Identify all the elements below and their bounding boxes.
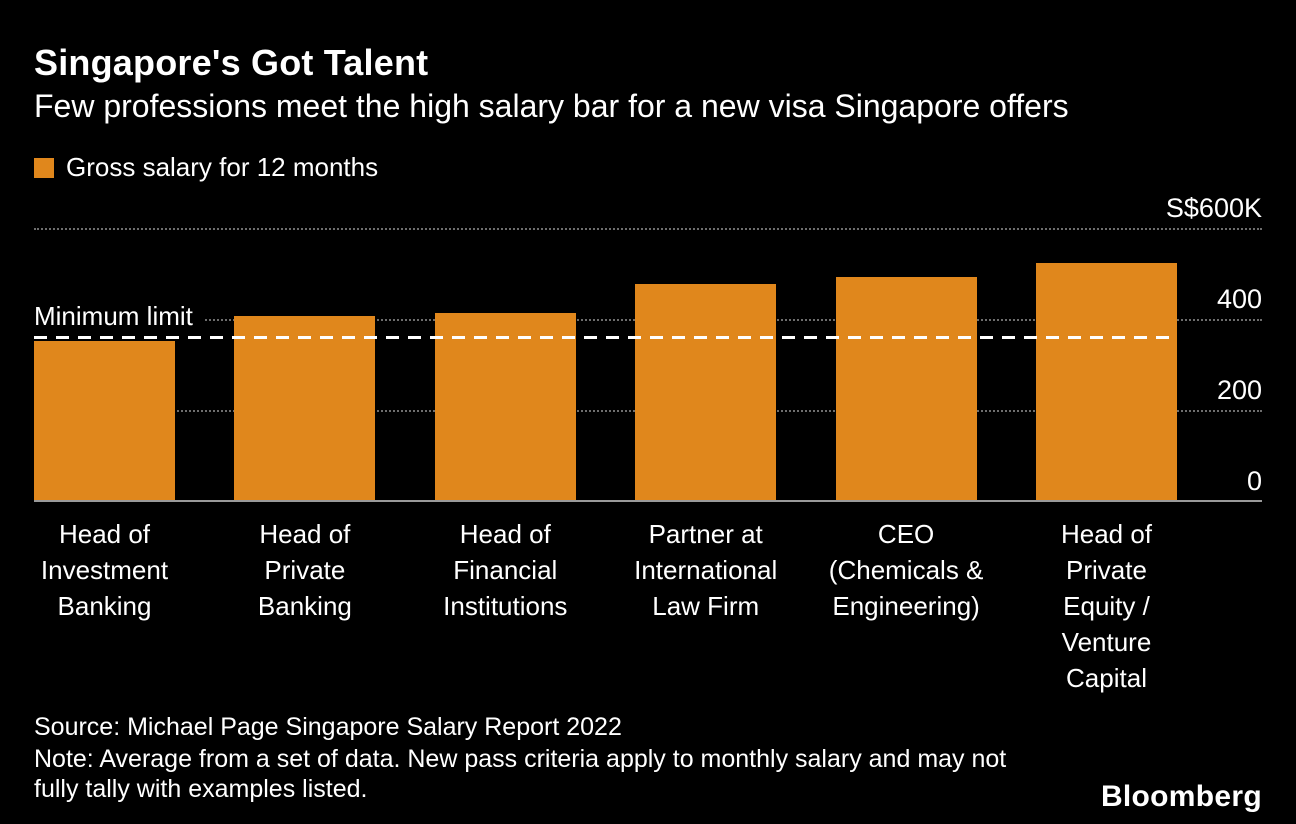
minimum-limit-line	[34, 336, 1177, 340]
category-label-line: Private	[1066, 555, 1147, 585]
category-label-line: Head of	[259, 519, 351, 549]
bar-4	[635, 283, 777, 500]
chart-subtitle: Few professions meet the high salary bar…	[34, 88, 1069, 124]
y-tick-label-0: 0	[1246, 466, 1262, 496]
category-label-4: Partner at International Law Firm	[606, 516, 806, 624]
category-label-line: Banking	[57, 591, 152, 621]
category-label-line: Head of	[459, 519, 551, 549]
legend: Gross salary for 12 months	[34, 152, 378, 183]
category-label-2: Head of Private Banking	[205, 516, 405, 624]
y-tick-label-400: 400	[1216, 284, 1262, 314]
legend-swatch-icon	[34, 157, 54, 178]
category-label-line: CEO	[877, 519, 935, 549]
bar-chart-plot: S$600K 400 200 0 Minimum limit Head of Investm…	[34, 193, 1262, 693]
note-text: Note: Average from a set of data. New pa…	[34, 745, 1007, 803]
category-label-line: Capital	[1066, 663, 1147, 693]
category-label-line: Financial	[453, 555, 558, 585]
source-text: Source: Michael Page Singapore Salary Re…	[34, 713, 622, 741]
category-label-3: Head of Financial Institutions	[405, 516, 605, 624]
chart-title: Singapore's Got Talent	[34, 42, 429, 83]
category-label-line: Private	[264, 555, 346, 585]
y-tick-label-600: S$600K	[1165, 193, 1262, 223]
category-label-line: Banking	[257, 591, 352, 621]
category-label-line: Law Firm	[652, 591, 760, 621]
category-label-line: (Chemicals &	[828, 555, 984, 585]
legend-label: Gross salary for 12 months	[66, 152, 379, 182]
category-label-line: Partner at	[648, 519, 763, 549]
gridline-600	[34, 228, 1262, 230]
category-label-line: Engineering)	[832, 591, 980, 621]
bar-2	[234, 315, 376, 500]
category-label-line: Investment	[40, 555, 169, 585]
bloomberg-logo: Bloomberg	[1100, 780, 1262, 813]
x-axis-line	[34, 500, 1262, 502]
category-label-1: Head of Investment Banking	[5, 516, 205, 624]
category-label-line: Institutions	[443, 591, 568, 621]
category-label-5: CEO (Chemicals & Engineering)	[806, 516, 1006, 624]
bar-6	[1036, 263, 1177, 500]
category-label-line: Head of	[58, 519, 151, 549]
category-label-line: International	[634, 555, 778, 585]
category-label-line: Venture	[1061, 627, 1152, 657]
y-tick-label-200: 200	[1216, 375, 1262, 405]
bar-3	[434, 313, 576, 500]
category-label-6: Head of Private Equity / Venture Capital	[1007, 516, 1207, 696]
bar-5	[835, 277, 977, 500]
minimum-limit-label: Minimum limit	[34, 298, 203, 335]
category-label-line: Equity /	[1063, 591, 1150, 621]
bar-1	[34, 340, 175, 500]
category-label-line: Head of	[1060, 519, 1153, 549]
